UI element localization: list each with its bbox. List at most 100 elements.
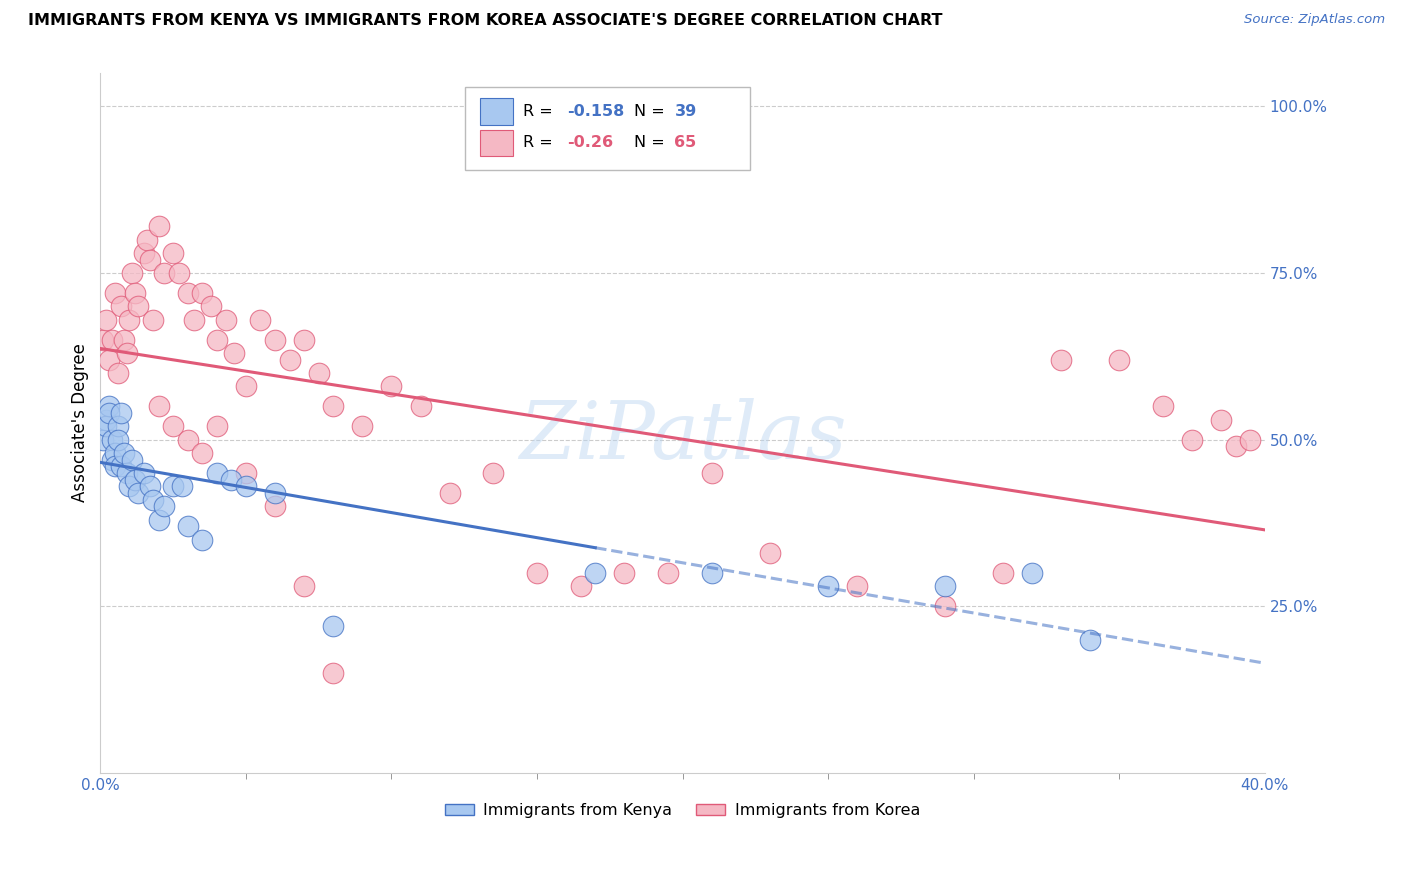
Point bbox=[153, 500, 176, 514]
Point bbox=[322, 619, 344, 633]
Point bbox=[148, 400, 170, 414]
Point bbox=[148, 513, 170, 527]
Point bbox=[214, 312, 236, 326]
Point bbox=[205, 419, 228, 434]
Point bbox=[1021, 566, 1043, 580]
Point bbox=[98, 400, 121, 414]
Point bbox=[934, 579, 956, 593]
Point bbox=[322, 666, 344, 681]
Point bbox=[176, 519, 198, 533]
Point bbox=[142, 492, 165, 507]
Point bbox=[112, 333, 135, 347]
Point bbox=[110, 299, 132, 313]
Point bbox=[170, 479, 193, 493]
Point bbox=[657, 566, 679, 580]
Point bbox=[112, 446, 135, 460]
Point bbox=[264, 486, 287, 500]
Text: -0.26: -0.26 bbox=[568, 136, 613, 151]
Point bbox=[205, 466, 228, 480]
Point bbox=[101, 452, 124, 467]
Text: ZiPatlas: ZiPatlas bbox=[519, 399, 846, 475]
Point bbox=[249, 312, 271, 326]
Point bbox=[292, 579, 315, 593]
Point bbox=[1225, 439, 1247, 453]
Point bbox=[110, 459, 132, 474]
Point bbox=[110, 406, 132, 420]
Point bbox=[148, 219, 170, 234]
Point bbox=[235, 466, 257, 480]
Point bbox=[98, 406, 121, 420]
Point bbox=[96, 419, 118, 434]
Point bbox=[139, 252, 162, 267]
Point bbox=[136, 233, 159, 247]
Point bbox=[107, 366, 129, 380]
Point bbox=[98, 352, 121, 367]
Point bbox=[96, 413, 118, 427]
Point bbox=[191, 285, 214, 300]
Point bbox=[183, 312, 205, 326]
Point bbox=[101, 333, 124, 347]
Point bbox=[200, 299, 222, 313]
FancyBboxPatch shape bbox=[465, 87, 751, 169]
Point bbox=[132, 466, 155, 480]
Text: 65: 65 bbox=[675, 136, 697, 151]
Point bbox=[107, 433, 129, 447]
Point bbox=[380, 379, 402, 393]
Point bbox=[191, 533, 214, 547]
Text: N =: N = bbox=[634, 136, 669, 151]
Point bbox=[991, 566, 1014, 580]
Point bbox=[107, 419, 129, 434]
Text: IMMIGRANTS FROM KENYA VS IMMIGRANTS FROM KOREA ASSOCIATE'S DEGREE CORRELATION CH: IMMIGRANTS FROM KENYA VS IMMIGRANTS FROM… bbox=[28, 13, 942, 29]
Point bbox=[124, 285, 146, 300]
Point bbox=[308, 366, 330, 380]
Point bbox=[221, 473, 243, 487]
Text: Source: ZipAtlas.com: Source: ZipAtlas.com bbox=[1244, 13, 1385, 27]
Point bbox=[115, 346, 138, 360]
Text: -0.158: -0.158 bbox=[568, 104, 624, 119]
Point bbox=[118, 479, 141, 493]
Point bbox=[846, 579, 869, 593]
Point bbox=[934, 599, 956, 614]
Y-axis label: Associate's Degree: Associate's Degree bbox=[72, 343, 89, 502]
Point bbox=[162, 246, 184, 260]
Point bbox=[115, 466, 138, 480]
Point bbox=[817, 579, 839, 593]
Point bbox=[569, 579, 592, 593]
Point bbox=[104, 285, 127, 300]
Point bbox=[101, 433, 124, 447]
Point bbox=[278, 352, 301, 367]
Point bbox=[167, 266, 190, 280]
Point bbox=[264, 333, 287, 347]
Point bbox=[292, 333, 315, 347]
Point bbox=[1050, 352, 1073, 367]
Point bbox=[104, 459, 127, 474]
Text: N =: N = bbox=[634, 104, 669, 119]
Point bbox=[1239, 433, 1261, 447]
Text: R =: R = bbox=[523, 136, 558, 151]
Point bbox=[191, 446, 214, 460]
Point bbox=[91, 433, 114, 447]
Point bbox=[162, 479, 184, 493]
Text: R =: R = bbox=[523, 104, 558, 119]
Point bbox=[127, 299, 149, 313]
Point bbox=[352, 419, 374, 434]
Point bbox=[759, 546, 782, 560]
Point bbox=[121, 266, 143, 280]
Point bbox=[142, 312, 165, 326]
Point bbox=[439, 486, 461, 500]
Point bbox=[132, 246, 155, 260]
Legend: Immigrants from Kenya, Immigrants from Korea: Immigrants from Kenya, Immigrants from K… bbox=[439, 797, 927, 824]
Point bbox=[700, 566, 723, 580]
Point bbox=[235, 479, 257, 493]
Point bbox=[409, 400, 432, 414]
Point bbox=[613, 566, 636, 580]
Point bbox=[124, 473, 146, 487]
Point bbox=[176, 433, 198, 447]
Point bbox=[118, 312, 141, 326]
FancyBboxPatch shape bbox=[479, 98, 513, 125]
Point bbox=[235, 379, 257, 393]
Point bbox=[104, 446, 127, 460]
Point bbox=[700, 466, 723, 480]
Point bbox=[96, 312, 118, 326]
Point bbox=[1181, 433, 1204, 447]
